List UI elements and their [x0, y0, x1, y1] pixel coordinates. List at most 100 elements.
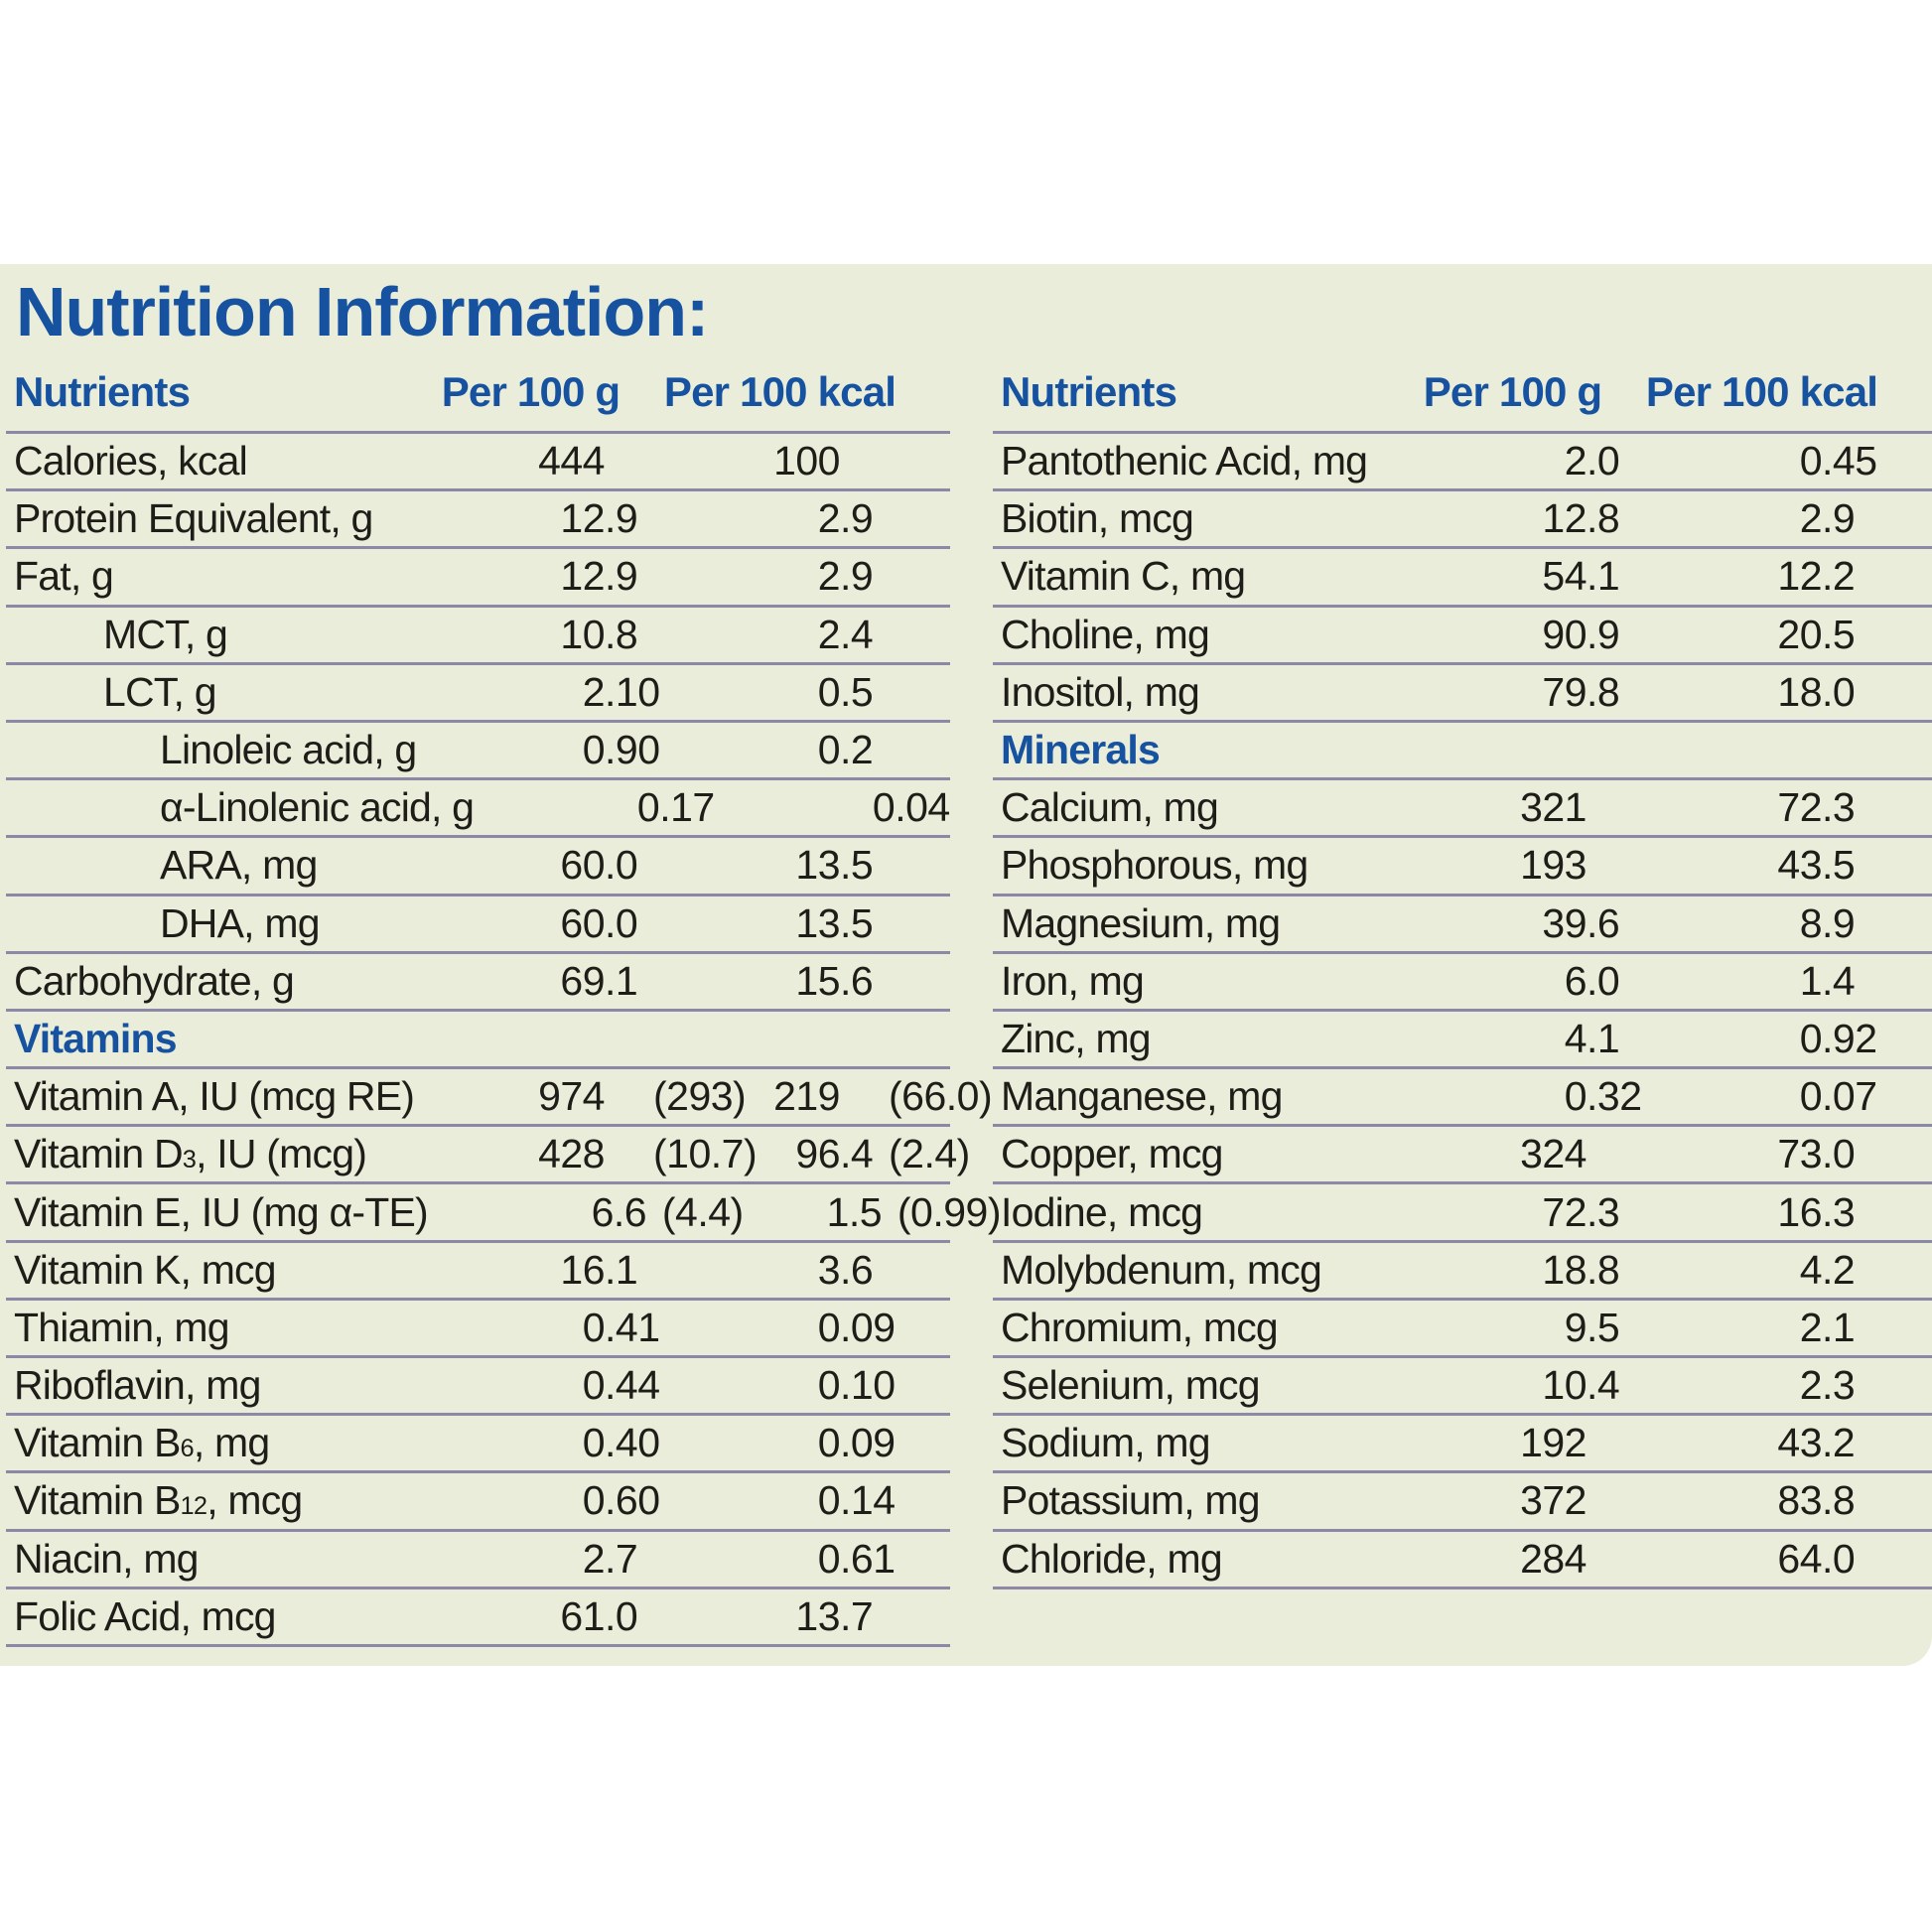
value-per-100-g: 39.6 — [1542, 899, 1620, 946]
value-per-100-g: 321 — [1520, 784, 1587, 831]
value-per-100-g: 79.8 — [1542, 668, 1620, 715]
value-per-100-g: 0.32 — [1564, 1073, 1642, 1120]
value-per-100-g: 4.1 — [1564, 1015, 1620, 1061]
table-row: Copper, mcg 324 73.0 — [993, 1127, 1932, 1185]
table-row: Vitamin D3, IU (mcg) 428 (10.7) 96.4 (2.4) — [6, 1127, 970, 1185]
value-per-100-g: 16.1 — [560, 1246, 638, 1293]
value-per-100-kcal: 8.9 — [1799, 899, 1856, 946]
nutrient-label: Biotin, mcg — [1001, 495, 1194, 542]
nutrient-label: Riboflavin, mg — [14, 1362, 261, 1409]
value-per-100-g: 2.7 — [582, 1535, 638, 1582]
value-per-100-g: 6.6 (4.4) — [591, 1188, 745, 1235]
value-per-100-kcal: 0.10 — [817, 1362, 896, 1409]
value-per-100-kcal: 72.3 — [1777, 784, 1856, 831]
value-per-100-g: 54.1 — [1542, 553, 1620, 600]
value-per-100-kcal: 2.9 — [817, 553, 874, 600]
value-per-100-g: 12.9 — [560, 553, 638, 600]
column-header-nutrients: Nutrients — [14, 367, 191, 415]
nutrient-label: Vitamin C, mg — [1001, 553, 1246, 600]
value-per-100-kcal: 0.61 — [817, 1535, 896, 1582]
value-per-100-kcal: 13.5 — [795, 899, 874, 946]
value-per-100-kcal: 0.14 — [817, 1477, 896, 1524]
table-row: Chloride, mg 284 64.0 — [993, 1532, 1932, 1589]
value-per-100-kcal: 83.8 — [1777, 1477, 1856, 1524]
value-per-100-kcal: 219 (66.0) — [773, 1073, 993, 1120]
nutrient-label: MCT, g — [103, 611, 228, 657]
value-per-100-g: 0.44 — [582, 1362, 660, 1409]
table-row: Potassium, mg 372 83.8 — [993, 1473, 1932, 1532]
value-per-100-kcal: 2.4 — [817, 611, 874, 657]
nutrient-label: Pantothenic Acid, mg — [1001, 438, 1368, 484]
value-per-100-kcal: 0.09 — [817, 1420, 896, 1466]
table-row: Calories, kcal 444 100 — [6, 434, 950, 492]
table-row: Riboflavin, mg 0.44 0.10 — [6, 1358, 950, 1417]
column-header-per-100-kcal: Per 100 kcal — [1645, 367, 1878, 415]
value-per-100-kcal: 100 — [773, 438, 840, 484]
value-per-100-kcal: 2.3 — [1799, 1362, 1856, 1409]
table-body: Calories, kcal 444 100 Protein Equivalent, … — [6, 434, 1002, 1647]
value-per-100-kcal: 64.0 — [1777, 1535, 1856, 1582]
nutrient-label: Carbohydrate, g — [14, 957, 295, 1004]
value-per-100-g: 324 — [1520, 1131, 1587, 1177]
value-per-100-kcal: 0.5 — [817, 668, 874, 715]
value-per-100-g: 2.0 — [1564, 438, 1620, 484]
table-row: α-Linolenic acid, g 0.17 0.04 — [6, 780, 950, 839]
value-per-100-kcal: 43.2 — [1777, 1420, 1856, 1466]
table-row: Minerals — [993, 723, 1932, 781]
table-row: DHA, mg 60.0 13.5 — [6, 897, 950, 954]
nutrient-label: Vitamin E, IU (mg α-TE) — [14, 1188, 429, 1235]
value-per-100-g: 72.3 — [1542, 1188, 1620, 1235]
nutrient-label: Vitamin D3, IU (mcg) — [14, 1131, 367, 1177]
table-row: Phosphorous, mg 193 43.5 — [993, 838, 1932, 897]
nutrient-label: Folic Acid, mcg — [14, 1592, 277, 1639]
value-per-100-g: 192 — [1520, 1420, 1587, 1466]
nutrient-label: Zinc, mg — [1001, 1015, 1152, 1061]
value-per-100-kcal: 16.3 — [1777, 1188, 1856, 1235]
value-per-100-g: 372 — [1520, 1477, 1587, 1524]
nutrient-label: Linoleic acid, g — [160, 727, 417, 773]
value-per-100-kcal: 20.5 — [1777, 611, 1856, 657]
value-per-100-g: 193 — [1520, 842, 1587, 889]
table-row: Vitamin E, IU (mg α-TE) 6.6 (4.4) 1.5 (0.99) — [6, 1184, 1002, 1243]
table-header-row: Nutrients Per 100 g Per 100 kcal — [993, 352, 1932, 434]
table-row: Inositol, mg 79.8 18.0 — [993, 665, 1932, 723]
value-per-100-kcal: 1.4 — [1799, 957, 1856, 1004]
nutrient-label: Manganese, mg — [1001, 1073, 1283, 1120]
column-header-per-100-kcal: Per 100 kcal — [663, 367, 897, 415]
table-row: Vitamin B12, mcg 0.60 0.14 — [6, 1473, 950, 1532]
table-row: Calcium, mg 321 72.3 — [993, 780, 1932, 839]
value-per-100-g: 10.4 — [1542, 1362, 1620, 1409]
table-row: Manganese, mg 0.32 0.07 — [993, 1069, 1932, 1128]
value-per-100-g: 18.8 — [1542, 1246, 1620, 1293]
table-row: Biotin, mcg 12.8 2.9 — [993, 491, 1932, 550]
value-per-100-g: 10.8 — [560, 611, 638, 657]
value-per-100-kcal: 0.04 — [872, 784, 950, 831]
value-per-100-g: 60.0 — [560, 842, 638, 889]
value-per-100-g: 0.40 — [582, 1420, 660, 1466]
nutrient-label: Choline, mg — [1001, 611, 1210, 657]
nutrient-label: Vitamin K, mcg — [14, 1246, 277, 1293]
value-per-100-kcal: 3.6 — [817, 1246, 874, 1293]
value-per-100-kcal: 2.9 — [817, 495, 874, 542]
table-row: Pantothenic Acid, mg 2.0 0.45 — [993, 434, 1932, 492]
column-header-per-100-g: Per 100 g — [1423, 367, 1602, 415]
value-per-100-g: 444 — [538, 438, 605, 484]
nutrient-label: Thiamin, mg — [14, 1304, 230, 1350]
nutrient-label: Calcium, mg — [1001, 784, 1219, 831]
value-per-100-kcal: 96.4 (2.4) — [795, 1131, 970, 1177]
nutrient-label: Iodine, mcg — [1001, 1188, 1203, 1235]
nutrient-label: Magnesium, mg — [1001, 899, 1281, 946]
nutrient-label: Inositol, mg — [1001, 668, 1200, 715]
value-per-100-kcal: 0.09 — [817, 1304, 896, 1350]
nutrient-label: Copper, mcg — [1001, 1131, 1223, 1177]
value-per-100-kcal: 43.5 — [1777, 842, 1856, 889]
nutrition-tables: Nutrients Per 100 g Per 100 kcal Calorie… — [6, 352, 1932, 1647]
value-per-100-g: 60.0 — [560, 899, 638, 946]
table-row: Vitamin K, mcg 16.1 3.6 — [6, 1243, 950, 1301]
nutrient-label: Vitamin B12, mcg — [14, 1477, 303, 1524]
table-row: Zinc, mg 4.1 0.92 — [993, 1012, 1932, 1070]
value-per-100-g: 90.9 — [1542, 611, 1620, 657]
value-per-100-kcal: 4.2 — [1799, 1246, 1856, 1293]
table-row: Chromium, mcg 9.5 2.1 — [993, 1301, 1932, 1358]
